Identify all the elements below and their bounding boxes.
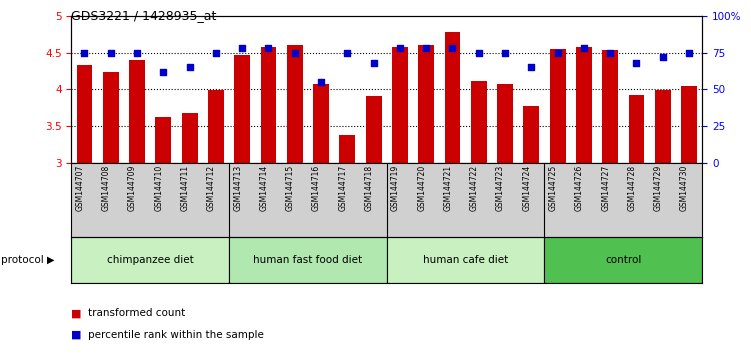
Bar bbox=[392, 47, 408, 163]
Text: human fast food diet: human fast food diet bbox=[253, 255, 363, 265]
Text: GSM144715: GSM144715 bbox=[286, 165, 294, 211]
Point bbox=[499, 50, 511, 56]
Text: human cafe diet: human cafe diet bbox=[423, 255, 508, 265]
Bar bbox=[418, 45, 434, 163]
Text: GSM144725: GSM144725 bbox=[549, 165, 557, 211]
Point bbox=[551, 50, 563, 56]
Point bbox=[394, 45, 406, 51]
Bar bbox=[77, 65, 92, 163]
Point bbox=[368, 60, 380, 66]
Text: GSM144721: GSM144721 bbox=[444, 165, 452, 211]
Text: ■: ■ bbox=[71, 330, 82, 339]
Text: GDS3221 / 1428935_at: GDS3221 / 1428935_at bbox=[71, 9, 217, 22]
Point bbox=[342, 50, 354, 56]
Point bbox=[315, 79, 327, 85]
Point bbox=[104, 50, 117, 56]
Point bbox=[656, 54, 668, 60]
Text: GSM144717: GSM144717 bbox=[339, 165, 348, 211]
Bar bbox=[287, 45, 303, 163]
Bar bbox=[655, 90, 671, 163]
Text: GSM144710: GSM144710 bbox=[155, 165, 164, 211]
Text: GSM144709: GSM144709 bbox=[128, 165, 137, 211]
Point bbox=[421, 45, 433, 51]
Text: GSM144722: GSM144722 bbox=[470, 165, 479, 211]
Text: GSM144714: GSM144714 bbox=[260, 165, 269, 211]
Point bbox=[131, 50, 143, 56]
Point bbox=[158, 69, 170, 75]
Text: control: control bbox=[605, 255, 641, 265]
Bar bbox=[497, 84, 513, 163]
Bar bbox=[313, 84, 329, 163]
Text: percentile rank within the sample: percentile rank within the sample bbox=[88, 330, 264, 339]
Text: GSM144729: GSM144729 bbox=[654, 165, 662, 211]
Bar bbox=[182, 113, 198, 163]
Bar bbox=[155, 116, 171, 163]
Bar bbox=[523, 105, 539, 163]
Text: GSM144724: GSM144724 bbox=[523, 165, 532, 211]
Text: ▶: ▶ bbox=[47, 255, 55, 265]
Bar bbox=[445, 32, 460, 163]
Bar bbox=[544, 237, 702, 283]
Text: ■: ■ bbox=[71, 308, 82, 318]
Point bbox=[263, 45, 275, 51]
Text: GSM144730: GSM144730 bbox=[680, 165, 689, 211]
Text: GSM144713: GSM144713 bbox=[234, 165, 242, 211]
Point bbox=[446, 45, 458, 51]
Bar bbox=[387, 237, 544, 283]
Text: GSM144728: GSM144728 bbox=[628, 165, 637, 211]
Text: GSM144719: GSM144719 bbox=[391, 165, 400, 211]
Bar bbox=[471, 81, 487, 163]
Point bbox=[683, 50, 695, 56]
Bar bbox=[681, 86, 697, 163]
Bar bbox=[103, 73, 119, 163]
Point bbox=[473, 50, 485, 56]
Text: GSM144726: GSM144726 bbox=[575, 165, 584, 211]
Text: GSM144727: GSM144727 bbox=[602, 165, 610, 211]
Point bbox=[236, 45, 248, 51]
Bar bbox=[234, 55, 250, 163]
Bar bbox=[339, 135, 355, 163]
Bar bbox=[602, 51, 618, 163]
Text: transformed count: transformed count bbox=[88, 308, 185, 318]
Point bbox=[183, 64, 195, 70]
Bar bbox=[261, 47, 276, 163]
Bar bbox=[550, 49, 566, 163]
Point bbox=[526, 64, 538, 70]
Point bbox=[578, 45, 590, 51]
Text: GSM144711: GSM144711 bbox=[181, 165, 189, 211]
Bar bbox=[229, 237, 387, 283]
Point bbox=[631, 60, 643, 66]
Text: chimpanzee diet: chimpanzee diet bbox=[107, 255, 194, 265]
Point bbox=[210, 50, 222, 56]
Bar bbox=[629, 95, 644, 163]
Text: GSM144716: GSM144716 bbox=[312, 165, 321, 211]
Text: GSM144707: GSM144707 bbox=[76, 165, 84, 211]
Point bbox=[288, 50, 300, 56]
Bar bbox=[71, 237, 229, 283]
Bar bbox=[129, 60, 145, 163]
Text: protocol: protocol bbox=[1, 255, 44, 265]
Point bbox=[604, 50, 616, 56]
Bar bbox=[576, 47, 592, 163]
Bar bbox=[366, 96, 382, 163]
Text: GSM144723: GSM144723 bbox=[496, 165, 505, 211]
Text: GSM144718: GSM144718 bbox=[365, 165, 374, 211]
Text: GSM144712: GSM144712 bbox=[207, 165, 216, 211]
Point bbox=[79, 50, 90, 56]
Text: GSM144720: GSM144720 bbox=[418, 165, 427, 211]
Bar bbox=[208, 90, 224, 163]
Text: GSM144708: GSM144708 bbox=[102, 165, 111, 211]
